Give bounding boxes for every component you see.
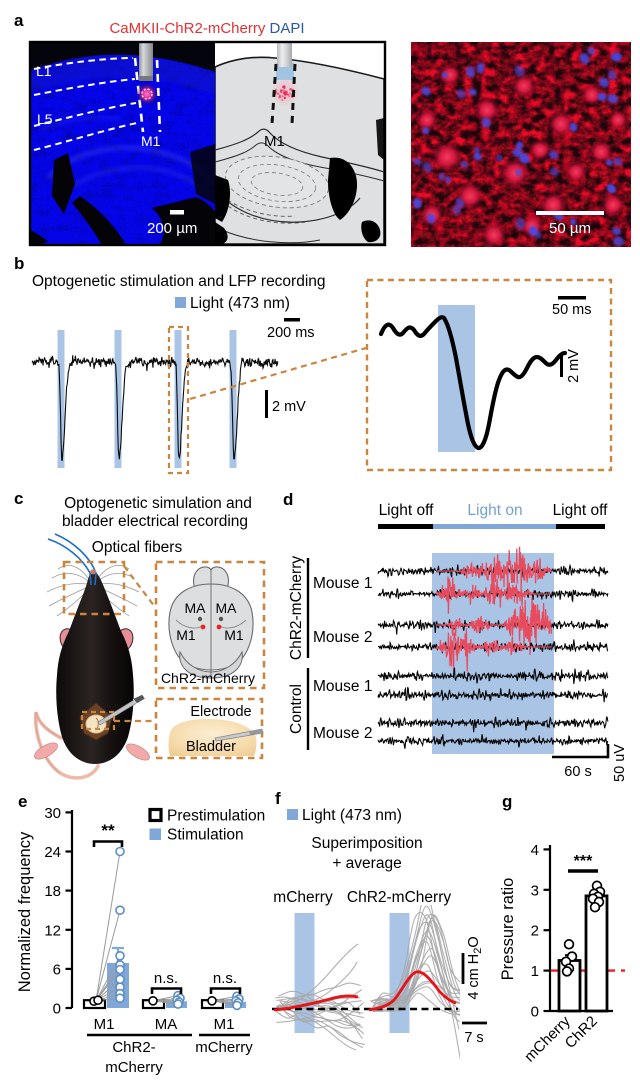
svg-text:d: d [283,490,293,509]
svg-text:Light off: Light off [379,502,435,519]
svg-text:Normalized frequency: Normalized frequency [16,831,34,992]
svg-text:Optical fibers: Optical fibers [92,539,183,556]
svg-text:Bladder: Bladder [186,739,236,755]
svg-text:M1: M1 [176,627,196,643]
svg-text:***: *** [574,853,593,870]
svg-text:4: 4 [531,842,539,859]
svg-text:f: f [275,789,281,808]
svg-text:MA: MA [216,600,238,616]
svg-text:Mouse 1: Mouse 1 [313,678,372,695]
svg-text:g: g [502,792,512,811]
svg-text:Superimposition: Superimposition [311,835,422,852]
svg-text:24: 24 [44,844,61,861]
svg-text:M1: M1 [264,133,285,150]
svg-text:18: 18 [44,883,61,900]
svg-text:MA: MA [155,1016,178,1033]
svg-text:L5: L5 [37,111,53,127]
svg-text:bladder electrical recording: bladder electrical recording [62,513,248,530]
svg-text:Mouse 2: Mouse 2 [313,725,372,742]
svg-text:CaMKII-ChR2-mCherry DAPI: CaMKII-ChR2-mCherry DAPI [109,20,304,37]
svg-text:Optogenetic stimulation and LF: Optogenetic stimulation and LFP recordin… [32,273,326,290]
svg-text:30: 30 [44,805,61,822]
svg-text:ChR2-: ChR2- [112,1039,155,1056]
svg-text:e: e [18,792,27,811]
svg-text:12: 12 [44,922,61,939]
svg-text:M1: M1 [214,1016,235,1033]
svg-text:Prestimulation: Prestimulation [167,808,265,825]
svg-text:2 mV: 2 mV [566,349,582,383]
svg-text:Mouse 1: Mouse 1 [313,575,372,592]
svg-text:Light on: Light on [467,502,522,519]
svg-text:50 uV: 50 uV [612,744,628,782]
svg-text:2: 2 [531,923,539,940]
svg-text:+ average: + average [332,855,401,872]
svg-text:0: 0 [53,1001,61,1018]
svg-text:MA: MA [185,600,207,616]
svg-text:Electrode: Electrode [190,704,251,720]
svg-text:mCherry: mCherry [195,1039,253,1056]
svg-text:50 ms: 50 ms [552,302,592,318]
svg-text:n.s.: n.s. [213,970,237,987]
svg-text:200 µm: 200 µm [147,220,197,237]
svg-text:60 s: 60 s [564,764,591,780]
svg-text:Optogenetic simulation and: Optogenetic simulation and [64,495,252,512]
svg-text:0: 0 [531,1004,539,1021]
svg-text:200 ms: 200 ms [267,325,315,341]
svg-text:a: a [14,11,24,30]
svg-text:**: ** [101,821,115,840]
svg-text:Mouse 2: Mouse 2 [313,629,372,646]
svg-text:Light (473 nm): Light (473 nm) [190,295,290,312]
svg-text:Light off: Light off [553,502,609,519]
svg-text:ChR2-mCherry: ChR2-mCherry [347,889,451,906]
svg-text:ChR2-mCherry: ChR2-mCherry [161,670,255,686]
svg-text:mCherry: mCherry [273,889,333,906]
svg-text:7 s: 7 s [464,1030,483,1046]
svg-text:Light (473 nm): Light (473 nm) [302,807,402,824]
svg-text:b: b [14,254,24,273]
svg-text:L1: L1 [36,63,52,79]
svg-text:M1: M1 [224,627,244,643]
svg-text:mCherry: mCherry [105,1059,163,1076]
svg-text:3: 3 [531,882,539,899]
svg-text:Stimulation: Stimulation [167,827,244,844]
svg-text:1: 1 [531,963,539,980]
svg-text:Pressure ratio: Pressure ratio [499,878,517,981]
svg-text:Control: Control [288,684,305,734]
svg-text:2 mV: 2 mV [272,399,306,415]
svg-text:n.s.: n.s. [154,970,178,987]
svg-text:M1: M1 [94,1016,115,1033]
svg-text:6: 6 [53,961,61,978]
svg-text:ChR2-mCherry: ChR2-mCherry [288,556,305,660]
svg-text:M1: M1 [141,133,161,149]
svg-text:4 cm H2O: 4 cm H2O [466,936,484,999]
svg-text:c: c [14,489,23,508]
svg-text:50 µm: 50 µm [549,220,591,237]
